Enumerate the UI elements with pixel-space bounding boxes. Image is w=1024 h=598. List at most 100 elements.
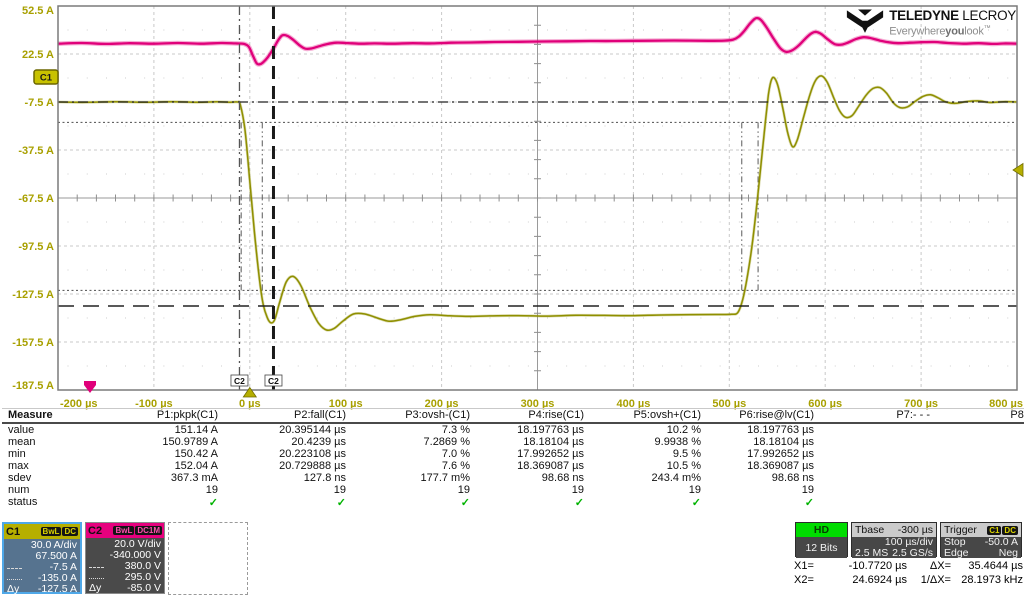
trigger-box[interactable]: Trigger C1 DC Stop -50.0 A Edge Neg	[940, 522, 1022, 558]
c2-bwl-badge: BwL	[113, 526, 135, 535]
measure-cell: 17.992652 µs	[747, 447, 814, 460]
trace-c1[interactable]	[58, 75, 1017, 332]
measure-col-header[interactable]: P8:- - -	[934, 408, 1024, 424]
grid-minor-dots	[67, 29, 1009, 367]
c1-dy-label: Δy	[7, 583, 20, 595]
teledyne-lecroy-logo: TELEDYNE LECROY Everywhereyoulook™	[846, 9, 1016, 39]
measure-title: Measure	[2, 408, 107, 424]
measure-col-header[interactable]: P5:ovsh+(C1)	[588, 408, 705, 424]
c2-cursor2-value: 295.0 V	[124, 571, 161, 583]
measure-cell: 150.42 A	[174, 447, 218, 460]
x-axis-label: 700 µs	[904, 398, 938, 410]
dotted-cursor-icon	[89, 577, 104, 579]
dashdot-cursor-icon	[89, 566, 104, 568]
x2-label: X2=	[794, 574, 814, 586]
c2-dy-label: Δy	[89, 582, 102, 594]
x-axis-label: 500 µs	[712, 398, 746, 410]
inv-dx-value: 28.1973 kHz	[961, 574, 1023, 586]
cursor-tag-label: C2	[268, 376, 279, 386]
waveform-grid[interactable]: C2 C2 C1 52.5 A 22.5 A -7.5 A -37.5 A -67.5 A -9…	[0, 0, 1024, 412]
measure-row-label: value	[8, 423, 35, 436]
cursor-tag-box	[230, 374, 249, 387]
status-check-icon: ✓	[208, 496, 218, 509]
dotted-cursor-icon	[7, 578, 22, 580]
measure-cell	[934, 448, 1024, 460]
measure-cell	[818, 460, 934, 472]
channel-c2-descriptor[interactable]: C2 BwL DC1M 20.0 V/div -340.000 V 380.0 …	[85, 522, 165, 594]
empty-descriptor-slot[interactable]	[168, 522, 248, 595]
measure-cell: 98.68 ns	[541, 471, 584, 484]
measure-col-header[interactable]: P3:ovsh-(C1)	[350, 408, 474, 424]
trigger-title: Trigger	[944, 524, 977, 536]
timebase-box[interactable]: Tbase -300 µs 100 µs/div 2.5 MS 2.5 GS/s	[851, 522, 937, 559]
measure-cell: ✓	[474, 496, 588, 509]
logo-tagline-you: you	[945, 25, 965, 38]
channel-c1-header[interactable]: C1 BwL DC	[4, 524, 80, 539]
trigger-level-marker[interactable]	[1012, 162, 1024, 178]
logo-tagline-look: look	[964, 25, 984, 38]
measure-row-label: mean	[8, 435, 36, 448]
trigger-mode: Stop	[944, 536, 966, 548]
channel-c2-body: 20.0 V/div -340.000 V 380.0 V 295.0 V Δy…	[86, 538, 164, 594]
measure-col-header[interactable]: P4:rise(C1)	[474, 408, 588, 424]
measure-cell: 19	[571, 483, 584, 496]
measure-cell: 10.2 %	[666, 423, 701, 436]
measure-cell: 151.14 A	[174, 423, 218, 436]
measure-cell: 9.9938 %	[654, 435, 701, 448]
trace-c2[interactable]	[58, 16, 1017, 66]
measure-row-label: min	[8, 447, 26, 460]
hd-mode-box[interactable]: HD 12 Bits	[795, 522, 848, 558]
logo-tm: ™	[983, 25, 991, 32]
y-axis-label: -97.5 A	[18, 241, 54, 253]
x-axis-label: 0 µs	[239, 398, 261, 410]
cursor-tag-label: C2	[234, 376, 245, 386]
trigger-source-badge: C1	[987, 525, 1002, 535]
channel-c2-label: C2	[88, 524, 103, 537]
measure-cell: 20.223108 µs	[279, 447, 346, 460]
inv-dx-label: 1/ΔX=	[920, 574, 951, 586]
cursor-readout: X1= -10.7720 µs ΔX= 35.4644 µs X2= 24.69…	[794, 559, 1024, 587]
logo-brand-light: LECROY	[958, 8, 1016, 23]
y-axis-label: -187.5 A	[12, 380, 54, 392]
measure-cell	[818, 496, 934, 509]
measure-cell: 367.3 mA	[170, 471, 218, 484]
measure-cell: 9.5 %	[672, 447, 701, 460]
status-check-icon: ✓	[574, 496, 584, 509]
c1-dy-value: -127.5 A	[37, 583, 77, 595]
trigger-time-marker[interactable]	[242, 386, 258, 398]
measure-cell	[934, 423, 1024, 436]
hd-bits: 12 Bits	[796, 537, 847, 558]
measure-col-header[interactable]: P2:fall(C1)	[222, 408, 350, 424]
x-axis-label: 800 µs	[989, 398, 1023, 410]
x-axis-label: -200 µs	[60, 398, 98, 410]
c1-position-marker[interactable]	[33, 69, 59, 85]
c2-scale: 20.0 V/div	[114, 538, 161, 550]
measure-col-header[interactable]: P7:- - -	[818, 408, 934, 424]
measure-cell: 18.369087 µs	[517, 459, 584, 472]
measure-cell	[934, 436, 1024, 448]
measure-col-header[interactable]: P1:pkpk(C1)	[107, 408, 222, 424]
trigger-level: -50.0 A	[984, 536, 1018, 548]
c1-offset: 67.500 A	[35, 550, 77, 562]
measure-cell: ✓	[222, 496, 350, 509]
measure-table: Measure P1:pkpk(C1) P2:fall(C1) P3:ovsh-(C1…	[2, 408, 1024, 509]
measure-cell: 19	[801, 483, 814, 496]
measure-cell: 7.3 %	[441, 423, 470, 436]
y-axis-label: 52.5 A	[22, 5, 54, 17]
teledyne-arrows-icon	[847, 9, 884, 33]
channel-c1-body: 30.0 A/div 67.500 A -7.5 A -135.0 A Δy -1…	[4, 539, 80, 595]
c1-scale: 30.0 A/div	[30, 539, 77, 551]
x-axis-label: 100 µs	[329, 398, 363, 410]
status-check-icon: ✓	[691, 496, 701, 509]
measure-cell	[818, 448, 934, 460]
y-axis-label: -37.5 A	[18, 145, 54, 157]
channel-c1-descriptor[interactable]: C1 BwL DC 30.0 A/div 67.500 A -7.5 A -13…	[2, 522, 82, 595]
channel-c2-header[interactable]: C2 BwL DC1M	[86, 523, 164, 538]
waveform-display[interactable]: C2 C2 C1 52.5 A 22.5 A -7.5 A -37.5 A -67.5 A -9…	[0, 0, 1024, 412]
timebase-rate: 2.5 GS/s	[892, 546, 933, 559]
measure-col-header[interactable]: P6:rise@lv(C1)	[705, 408, 818, 424]
measure-cell: 177.7 m%	[420, 471, 470, 484]
y-axis-label: -67.5 A	[18, 193, 54, 205]
y-axis-label: 22.5 A	[22, 49, 54, 61]
status-check-icon: ✓	[804, 496, 814, 509]
